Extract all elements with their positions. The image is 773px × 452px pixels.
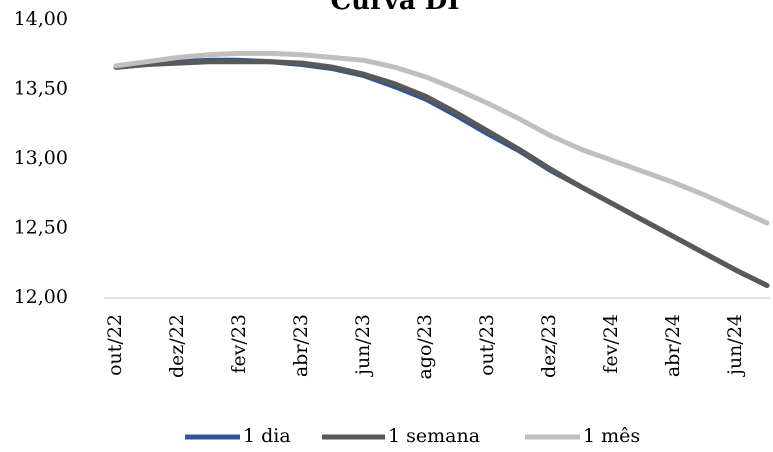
x-tick-label: out/22 (104, 314, 126, 376)
legend-label: 1 dia (243, 425, 291, 447)
x-tick-label: abr/24 (662, 314, 684, 377)
line (113, 59, 770, 288)
y-tick-label: 12,00 (14, 286, 68, 308)
legend-label: 1 semana (388, 425, 480, 447)
y-tick-label: 13,00 (14, 147, 68, 169)
x-tick-label: dez/23 (538, 314, 560, 378)
y-tick-label: 12,50 (14, 217, 68, 239)
x-tick-label: dez/22 (166, 314, 188, 378)
x-tick-label: jun/24 (724, 314, 746, 377)
line (113, 50, 770, 226)
y-tick-label: 13,50 (14, 78, 68, 100)
x-tick-label: abr/23 (290, 314, 312, 377)
x-tick-label: ago/23 (414, 314, 436, 380)
chart-title: Curva DI (330, 0, 459, 16)
x-tick-label: fev/24 (600, 314, 622, 374)
x-tick-label: fev/23 (228, 314, 250, 374)
y-tick-label: 14,00 (14, 8, 68, 30)
x-tick-label: jun/23 (352, 314, 374, 377)
line (113, 57, 770, 288)
legend-label: 1 mês (583, 425, 640, 447)
x-tick-label: out/23 (476, 314, 498, 376)
